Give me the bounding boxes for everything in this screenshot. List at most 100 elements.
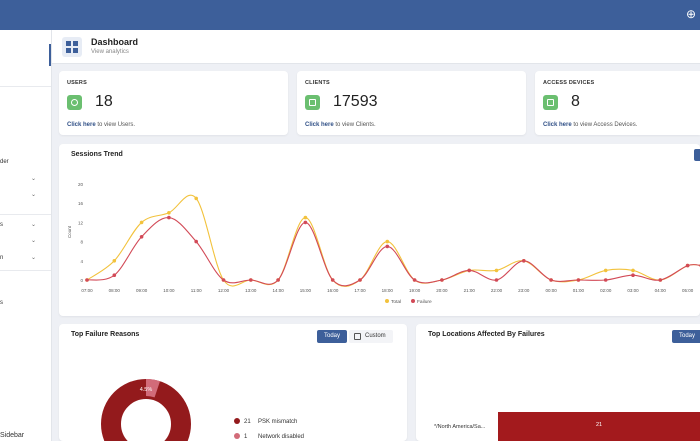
data-point-failure [303,220,308,225]
stat-value: 18 [95,93,113,110]
page-title: Dashboard [91,37,139,47]
bar-value: 21 [595,422,603,428]
x-tick-label: 18:00 [382,288,394,293]
data-point-failure [385,244,390,249]
data-point-failure [85,278,89,282]
x-tick-label: 01:00 [573,288,585,293]
y-tick-label: 8 [80,240,83,245]
stat-link[interactable]: Click here to view Access Devices. [543,122,637,128]
x-tick-label: 12:00 [218,288,230,293]
legend-item: 21 PSK mismatch [234,418,297,425]
trend-filter-button[interactable] [694,149,700,161]
legend-dot [385,299,389,303]
data-point-failure [276,278,280,282]
click-here-link[interactable]: Click here [305,122,334,128]
custom-label: Custom [365,333,386,339]
data-point-total [303,215,308,220]
stat-title: USERS [67,80,87,86]
failure-donut: 4.5% [101,378,191,441]
data-point-failure [249,278,253,282]
device-icon [543,95,558,110]
chevron-down-icon[interactable]: ⌄ [31,192,37,198]
data-point-failure [167,215,171,220]
click-here-link[interactable]: Click here [543,122,572,128]
data-point-failure [522,259,526,263]
link-text: to view Clients. [333,122,376,128]
stat-link[interactable]: Click here to view Users. [67,122,135,128]
data-point-failure [358,278,362,282]
page-header: Dashboard View analytics [52,30,700,64]
y-axis-label: Count [67,225,72,238]
chevron-down-icon[interactable]: ⌄ [31,238,37,244]
stat-title: ACCESS DEVICES [543,80,595,86]
data-point-failure [330,278,335,282]
x-tick-label: 03:00 [627,288,639,293]
legend-label: Failure [417,299,432,305]
locations-card: Top Locations Affected By Failures Today… [416,324,700,441]
legend-label: Network disabled [258,434,305,440]
sidebar-toggle[interactable]: Sidebar [0,432,25,439]
legend-label: PSK mismatch [258,419,298,425]
dashboard-icon [62,37,82,57]
x-tick-label: 09:00 [136,288,148,293]
stat-title: CLIENTS [305,80,330,86]
x-tick-label: 20:00 [436,288,448,293]
section-title: Top Failure Reasons [71,331,140,338]
x-tick-label: 23:00 [518,288,530,293]
data-point-failure [631,273,635,277]
x-tick-label: 16:00 [327,288,339,293]
data-point-total [167,211,171,215]
legend-count: 21 [244,419,251,425]
donut-segment-network [146,378,160,398]
data-point-total [631,268,635,273]
x-tick-label: 11:00 [191,288,202,293]
y-tick-label: 0 [80,278,83,283]
x-tick-label: 05:00 [682,288,694,293]
location-bar[interactable]: 21 [498,412,700,441]
sidebar-item-label[interactable]: n [0,255,4,261]
legend-item: 1 Network disabled [234,433,304,440]
donut-segment-psk [101,379,191,441]
sidebar-item-label[interactable]: s [0,300,3,306]
click-here-link[interactable]: Click here [67,122,96,128]
x-tick-label: 17:00 [354,288,366,293]
today-button[interactable]: Today [672,330,700,343]
sidebar-active-item[interactable] [0,44,51,66]
x-tick-label: 10:00 [163,288,175,293]
calendar-icon [354,333,361,340]
y-tick-label: 12 [78,220,84,225]
today-button[interactable]: Today [317,330,347,343]
sidebar-divider [0,270,51,271]
stat-link[interactable]: Click here to view Clients. [305,122,376,128]
users-card: USERS 18 Click here to view Users. [59,71,288,135]
location-label: */North America/Sa... [434,424,486,430]
chevron-down-icon[interactable]: ⌄ [31,176,37,182]
data-point-total [112,259,117,263]
donut-label: 4.5% [140,387,153,393]
legend-dot [234,433,240,439]
stat-value: 8 [571,93,580,110]
series-line-total [86,194,700,287]
chevron-down-icon[interactable]: ⌄ [31,255,37,261]
x-tick-label: 08:00 [109,288,121,293]
data-point-failure [576,278,581,282]
sidebar-item-label[interactable]: s [0,222,3,228]
sidebar-item-label[interactable]: der [0,159,9,165]
link-text: to view Users. [95,122,136,128]
data-point-failure [112,273,117,277]
top-bar: ⊕ [0,0,700,30]
data-point-failure [440,278,444,282]
section-title: Top Locations Affected By Failures [428,331,545,338]
sidebar-divider [0,214,51,215]
sidebar-divider [0,86,51,87]
x-tick-label: 07:00 [81,288,93,293]
data-point-total [385,239,390,244]
data-point-failure [194,239,198,244]
globe-icon[interactable]: ⊕ [686,7,697,21]
custom-button[interactable]: Custom [349,330,393,343]
chart-title: Sessions Trend [71,151,123,158]
legend-dot [411,299,415,303]
sessions-trend-chart: 0 4 8 12 16 20 Count 07:00 08:00 09:00 10:00 11:00 1… [67,182,700,305]
x-tick-label: 19:00 [409,288,421,293]
chevron-down-icon[interactable]: ⌄ [31,222,37,228]
